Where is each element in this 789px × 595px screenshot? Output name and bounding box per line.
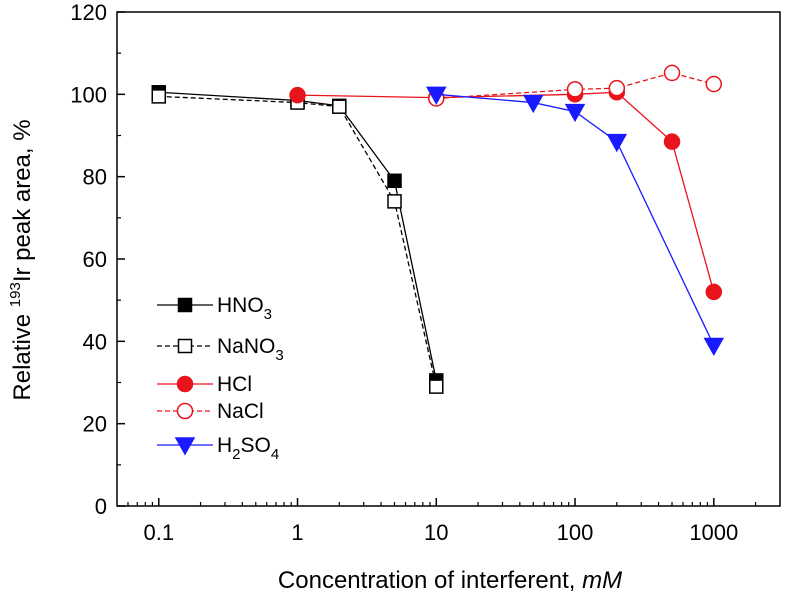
- series-hno3: [151, 85, 444, 388]
- legend-marker-hcl: [176, 375, 194, 393]
- y-tick-label: 60: [83, 247, 107, 272]
- data-point-nacl: [663, 64, 681, 82]
- data-point-nano3: [332, 99, 347, 114]
- data-point-h2so4: [426, 86, 447, 105]
- y-tick-label: 120: [70, 0, 107, 25]
- data-point-hno3: [387, 173, 402, 189]
- legend-item-nano3: NaNO3: [157, 335, 284, 364]
- data-point-h2so4: [522, 94, 544, 114]
- legend: HNO3 NaNO3 HCl NaCl H2SO4: [157, 294, 284, 463]
- data-series: [151, 64, 725, 394]
- legend-marker-h2so4: [174, 437, 196, 456]
- legend-item-h2so4: H2SO4: [157, 434, 279, 463]
- series-nano3: [151, 89, 444, 394]
- x-tick-label: 1000: [689, 520, 738, 545]
- legend-item-hno3: HNO3: [157, 294, 272, 323]
- legend-label-hcl: HCl: [217, 373, 252, 396]
- y-tick-label: 0: [95, 494, 107, 519]
- y-axis-title-sup: 193: [7, 282, 24, 307]
- data-point-hcl: [663, 133, 681, 150]
- axis-ticks: 0 20 40 60 80 100 120 0.1 1 10 100 1000: [70, 0, 757, 545]
- plot-area: [116, 11, 781, 507]
- legend-marker-nacl: [176, 402, 194, 420]
- plot-frame: [116, 11, 781, 507]
- x-axis-title-unit: mM: [582, 567, 622, 594]
- y-axis-title-suffix: Ir peak area, %: [9, 119, 36, 282]
- data-point-hcl: [289, 86, 306, 104]
- legend-label-h2so4: H2SO4: [217, 434, 279, 463]
- data-point-h2so4: [703, 337, 725, 356]
- legend-item-nacl: NaCl: [157, 400, 264, 423]
- data-point-h2so4: [606, 133, 628, 153]
- x-tick-label: 100: [557, 520, 594, 545]
- data-point-hcl: [705, 283, 723, 301]
- data-point-h2so4: [564, 103, 586, 123]
- data-point-nano3: [151, 89, 167, 104]
- series-h2so4: [426, 86, 725, 356]
- legend-marker-nano3: [177, 338, 193, 354]
- x-tick-label: 1: [291, 520, 303, 545]
- y-tick-label: 20: [83, 412, 107, 437]
- data-point-nano3: [387, 194, 402, 209]
- series-line-hno3: [158, 91, 437, 381]
- legend-marker-hno3: [177, 297, 193, 313]
- legend-label-nacl: NaCl: [217, 400, 264, 423]
- legend-label-hno3: HNO3: [217, 294, 272, 323]
- y-tick-label: 100: [70, 82, 107, 107]
- data-point-nacl: [608, 79, 626, 97]
- series-hcl: [289, 84, 723, 301]
- y-tick-label: 80: [83, 165, 107, 190]
- y-axis-title-prefix: Relative: [9, 307, 36, 400]
- data-point-nano3: [429, 379, 444, 394]
- series-line-hcl: [297, 91, 715, 293]
- series-nacl: [428, 64, 723, 107]
- x-tick-label: 0.1: [143, 520, 174, 545]
- data-point-nacl: [566, 81, 584, 98]
- x-tick-label: 10: [424, 520, 448, 545]
- data-point-nacl: [705, 75, 723, 93]
- y-tick-label: 40: [83, 329, 107, 354]
- x-axis-title: Concentration of interferent, mM: [278, 567, 622, 594]
- x-axis-title-text: Concentration of interferent,: [278, 567, 582, 594]
- series-line-nano3: [158, 95, 437, 387]
- y-axis-title: Relative 193Ir peak area, %: [7, 119, 36, 400]
- legend-item-hcl: HCl: [157, 373, 252, 396]
- series-line-h2so4: [436, 93, 715, 346]
- legend-label-nano3: NaNO3: [217, 335, 284, 364]
